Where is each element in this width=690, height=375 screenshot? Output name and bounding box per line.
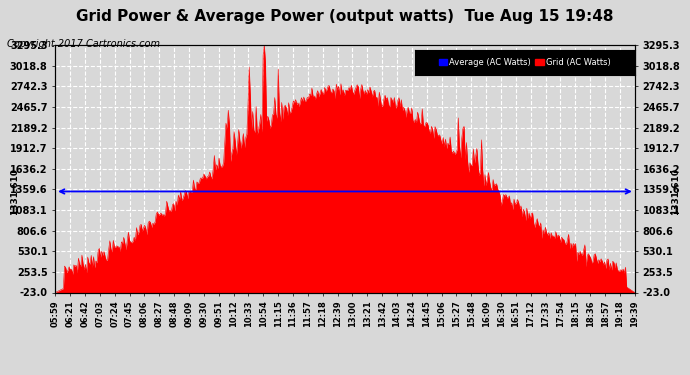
Text: 1331.610: 1331.610 [10, 168, 19, 215]
Text: Grid Power & Average Power (output watts)  Tue Aug 15 19:48: Grid Power & Average Power (output watts… [77, 9, 613, 24]
Text: 1331.610: 1331.610 [671, 168, 680, 215]
Text: Copyright 2017 Cartronics.com: Copyright 2017 Cartronics.com [7, 39, 160, 50]
